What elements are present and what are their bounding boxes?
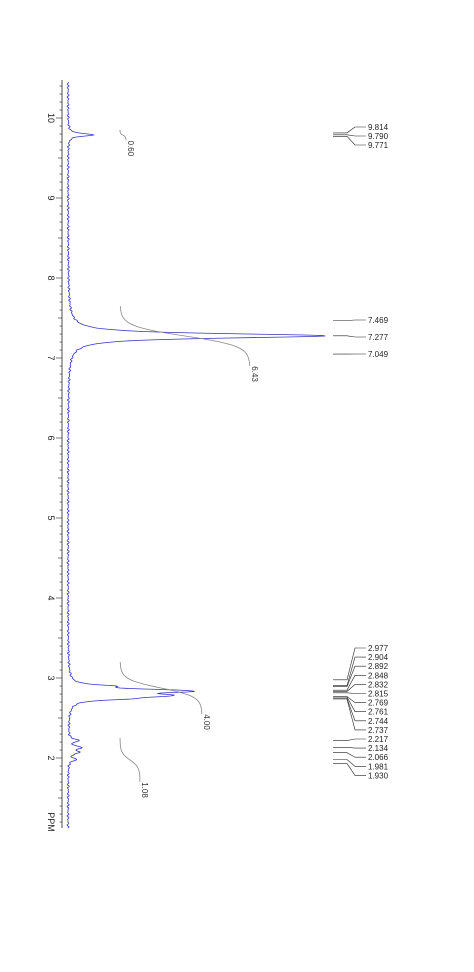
peak-shift-label: 7.049	[368, 350, 389, 359]
tick-label: 7	[46, 355, 56, 360]
integral-curve	[119, 305, 251, 367]
peak-shift-label: 2.744	[368, 717, 389, 726]
peak-leader-line	[333, 692, 366, 694]
peak-shift-label: 2.134	[368, 744, 389, 753]
peak-leader-line	[333, 698, 366, 731]
tick-label: 3	[46, 675, 56, 680]
peak-leader-line	[333, 698, 366, 722]
integral-value-label: 4.00	[202, 714, 211, 730]
peak-leader-line	[333, 684, 366, 692]
peak-shift-label: 2.769	[368, 699, 389, 708]
tick-label: 4	[46, 595, 56, 600]
ppm-axis: 2 3 4 5 6 7 8 9 10 PPM	[46, 80, 63, 832]
tick-label: 9	[46, 195, 56, 200]
integral-value-label: 6.43	[250, 366, 259, 382]
peak-shift-label: 2.761	[368, 708, 389, 717]
peak-shift-label: 7.469	[368, 316, 389, 325]
peak-shift-label: 2.737	[368, 726, 389, 735]
peak-leader-line	[333, 674, 366, 691]
peak-shift-label: 2.815	[368, 690, 389, 699]
integral-curves: 0.60 6.43 4.00 1.08	[119, 130, 259, 798]
peak-shift-label: 2.977	[368, 644, 389, 653]
peak-shift-label: 2.832	[368, 680, 389, 689]
peak-shift-label: 2.066	[368, 753, 389, 762]
peak-shift-label: 7.277	[368, 333, 389, 342]
peak-shift-label: 9.790	[368, 132, 389, 141]
integral-curve	[119, 130, 127, 141]
peak-shift-label: 9.814	[368, 123, 389, 132]
tick-label: 10	[46, 113, 56, 123]
peak-leader-line	[333, 696, 366, 713]
peak-leader-line	[333, 752, 366, 758]
tick-label: 2	[46, 755, 56, 760]
peak-leader-line	[333, 335, 366, 338]
peak-shift-label: 2.892	[368, 662, 389, 671]
peak-shift-label: 1.930	[368, 771, 389, 780]
peak-shift-label: 1.981	[368, 762, 389, 771]
peak-leader-line	[333, 746, 366, 749]
peak-shift-label: 2.848	[368, 671, 389, 680]
spectrum-trace	[66, 81, 326, 829]
peak-leader-line	[333, 647, 366, 681]
peak-leader-line	[333, 134, 366, 137]
peak-shift-label: 2.904	[368, 653, 389, 662]
peak-shift-label: 2.217	[368, 735, 389, 744]
integral-value-label: 1.08	[140, 782, 149, 798]
integral-value-label: 0.60	[126, 141, 135, 157]
peak-shift-label: 9.771	[368, 141, 389, 150]
peak-leader-line	[333, 763, 366, 776]
peak-leader-line	[333, 136, 366, 146]
peak-leader-line	[333, 656, 366, 687]
axis-unit-label: PPM	[46, 812, 56, 832]
peak-leader-line	[333, 696, 366, 703]
peak-leader-line	[333, 665, 366, 687]
spectrum-line	[66, 81, 326, 829]
tick-label: 5	[46, 515, 56, 520]
peak-leader-line	[333, 319, 366, 321]
integral-curve	[119, 661, 203, 715]
tick-label: 6	[46, 435, 56, 440]
tick-label: 8	[46, 275, 56, 280]
integral-curve	[119, 737, 141, 783]
peak-leader-line	[333, 126, 366, 134]
peak-leader-line	[333, 759, 366, 767]
peak-leader-line	[333, 738, 366, 741]
